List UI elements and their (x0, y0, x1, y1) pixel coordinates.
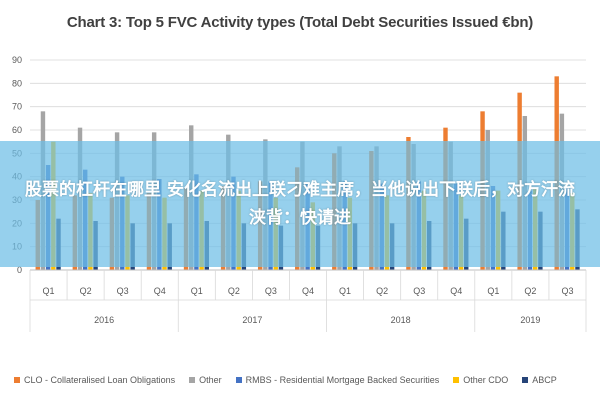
legend-label: ABCP (532, 375, 557, 385)
legend-label: Other (199, 375, 222, 385)
legend-swatch (522, 377, 529, 383)
x-tick-label: Q2 (524, 286, 536, 296)
overlay-banner-text[interactable]: 股票的杠杆在哪里 安化名流出上联刁难主席，当他说出下联后，对方汗流浃背：快请进 (25, 180, 575, 228)
x-tick-label: Q1 (191, 286, 203, 296)
legend-label: RMBS - Residential Mortgage Backed Secur… (245, 375, 440, 385)
x-tick-label: Q4 (302, 286, 314, 296)
x-tick-label: Q2 (376, 286, 388, 296)
legend-swatch (14, 377, 20, 383)
x-tick-label: Q3 (117, 286, 129, 296)
x-tick-label: Q2 (228, 286, 240, 296)
x-tick-label: Q1 (43, 286, 55, 296)
legend-item: Other (189, 375, 222, 385)
x-tick-label: Q3 (561, 286, 573, 296)
x-tick-label: Q4 (154, 286, 166, 296)
chart-title: Chart 3: Top 5 FVC Activity types (Total… (66, 14, 534, 31)
year-label: 2016 (94, 315, 114, 325)
x-tick-label: Q4 (450, 286, 462, 296)
y-tick-label: 90 (12, 55, 22, 65)
legend-label: Other CDO (463, 375, 509, 385)
x-tick-label: Q3 (413, 286, 425, 296)
legend-label: CLO - Collateralised Loan Obligations (24, 375, 176, 385)
overlay-banner[interactable]: 股票的杠杆在哪里 安化名流出上联刁难主席，当他说出下联后，对方汗流浃背：快请进 (0, 141, 600, 267)
year-label: 2019 (520, 315, 540, 325)
legend-item: Other CDO (453, 375, 508, 385)
year-label: 2017 (242, 315, 262, 325)
y-tick-label: 0 (17, 265, 22, 275)
legend-item: CLO - Collateralised Loan Obligations (14, 375, 175, 385)
x-tick-label: Q3 (265, 286, 277, 296)
x-tick-label: Q1 (487, 286, 499, 296)
x-tick-label: Q2 (80, 286, 92, 296)
y-tick-label: 80 (12, 78, 22, 88)
legend-swatch (235, 377, 242, 383)
chart-legend: CLO - Collateralised Loan Obligations Oth… (14, 372, 594, 388)
legend-swatch (189, 377, 196, 383)
y-tick-label: 60 (12, 125, 22, 135)
year-label: 2018 (391, 315, 411, 325)
legend-item: ABCP (522, 375, 557, 385)
legend-item: RMBS - Residential Mortgage Backed Secur… (235, 375, 440, 385)
x-tick-label: Q1 (339, 286, 351, 296)
legend-swatch (453, 377, 460, 383)
y-tick-label: 70 (12, 102, 22, 112)
